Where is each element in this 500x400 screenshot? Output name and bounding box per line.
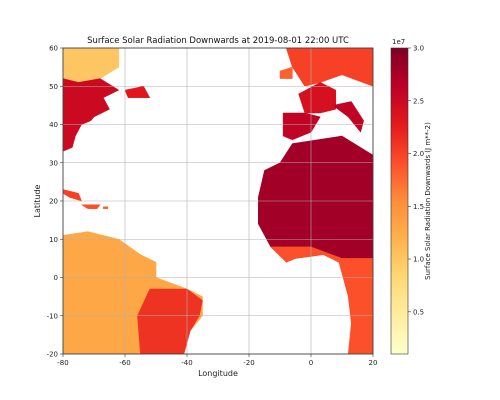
y-tick-label: 40 [49, 121, 58, 129]
chart-title: Surface Solar Radiation Downwards at 201… [87, 36, 349, 46]
y-tick-label: -20 [47, 351, 58, 359]
y-tick-label: 10 [49, 236, 58, 244]
region-ireland [279, 66, 293, 79]
region-puerto-rico [103, 206, 109, 209]
x-axis-label: Longitude [198, 369, 238, 378]
region-northern-europe [285, 48, 373, 87]
x-tick-label: 20 [369, 359, 378, 367]
region-france-alps [298, 82, 337, 114]
colorbar-label: Surface Solar Radiation Downwards (J m**… [424, 122, 432, 280]
x-tick-label: -40 [181, 359, 192, 367]
y-axis-ticks: 60 50 40 30 20 10 0 -10 -20 [47, 45, 63, 359]
colorbar-tick-label: 2.5 [413, 97, 424, 105]
region-iceland [237, 25, 271, 36]
region-gulf-of-guinea [270, 246, 373, 354]
y-tick-label: 0 [54, 274, 58, 282]
colorbar-tick-label: 2.0 [413, 150, 424, 158]
region-hispaniola [80, 204, 101, 209]
y-tick-label: -10 [47, 312, 58, 320]
colorbar [390, 47, 409, 355]
y-tick-label: 50 [49, 83, 58, 91]
y-tick-label: 30 [49, 159, 58, 167]
x-tick-label: -20 [243, 359, 254, 367]
colorbar-tick-label: 1.0 [413, 256, 424, 264]
x-axis-ticks: -80 -60 -40 -20 0 20 [57, 354, 377, 367]
colorbar-tick-label: 3.0 [413, 45, 424, 53]
x-tick-label: -80 [57, 359, 68, 367]
y-tick-label: 60 [49, 45, 58, 53]
y-tick-label: 20 [49, 198, 58, 206]
region-newfoundland [124, 86, 151, 98]
region-eastern-north-america [63, 78, 120, 152]
map-regions [63, 25, 373, 354]
colorbar-tick-label: 0.5 [413, 308, 424, 316]
region-cuba [63, 189, 83, 202]
colorbar-tick-label: 1.5 [413, 203, 424, 211]
x-tick-label: -60 [119, 359, 130, 367]
x-tick-label: 0 [309, 359, 313, 367]
colorbar-multiplier: 1e7 [392, 38, 405, 46]
colorbar-ticks: 0.5 1.0 1.5 2.0 2.5 3.0 [408, 45, 424, 316]
region-eastern-brazil [137, 288, 203, 354]
y-axis-label: Latitude [33, 184, 42, 217]
